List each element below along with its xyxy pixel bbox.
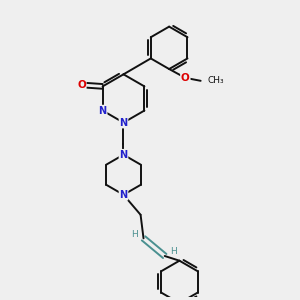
Text: H: H bbox=[131, 230, 138, 239]
Text: N: N bbox=[98, 106, 107, 116]
Text: O: O bbox=[181, 73, 190, 83]
Text: H: H bbox=[170, 248, 177, 256]
Text: N: N bbox=[119, 190, 128, 200]
Text: N: N bbox=[119, 150, 128, 160]
Text: N: N bbox=[119, 118, 128, 128]
Text: O: O bbox=[77, 80, 86, 90]
Text: CH₃: CH₃ bbox=[207, 76, 224, 85]
